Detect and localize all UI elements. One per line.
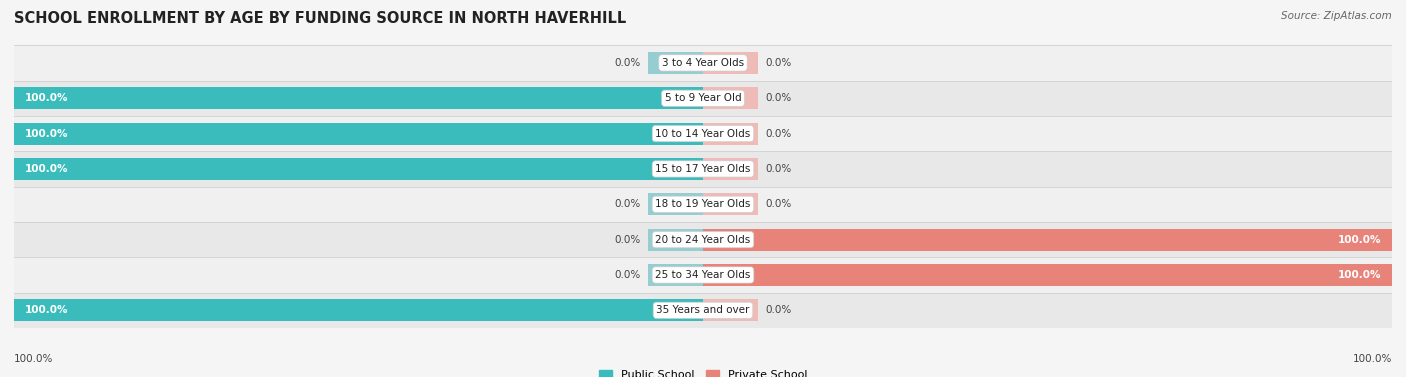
Text: 20 to 24 Year Olds: 20 to 24 Year Olds [655,234,751,245]
Bar [648,193,703,215]
Text: 0.0%: 0.0% [765,199,792,209]
Bar [703,87,758,109]
Bar [14,222,1392,257]
Bar [14,257,1392,293]
Bar [648,229,703,251]
Text: 3 to 4 Year Olds: 3 to 4 Year Olds [662,58,744,68]
Text: 5 to 9 Year Old: 5 to 9 Year Old [665,93,741,103]
Text: 15 to 17 Year Olds: 15 to 17 Year Olds [655,164,751,174]
Legend: Public School, Private School: Public School, Private School [595,365,811,377]
Bar [703,193,758,215]
Text: 0.0%: 0.0% [765,305,792,315]
Text: 18 to 19 Year Olds: 18 to 19 Year Olds [655,199,751,209]
Text: 100.0%: 100.0% [1339,270,1382,280]
Text: 100.0%: 100.0% [24,129,67,139]
Text: 35 Years and over: 35 Years and over [657,305,749,315]
Bar [648,52,703,74]
Text: 0.0%: 0.0% [614,234,641,245]
Bar [14,87,703,109]
Text: 100.0%: 100.0% [24,93,67,103]
Text: SCHOOL ENROLLMENT BY AGE BY FUNDING SOURCE IN NORTH HAVERHILL: SCHOOL ENROLLMENT BY AGE BY FUNDING SOUR… [14,11,626,26]
Bar [703,123,758,144]
Bar [14,187,1392,222]
Bar [703,158,758,180]
Bar [648,264,703,286]
Text: 10 to 14 Year Olds: 10 to 14 Year Olds [655,129,751,139]
Bar [14,81,1392,116]
Text: Source: ZipAtlas.com: Source: ZipAtlas.com [1281,11,1392,21]
Bar [703,299,758,321]
Bar [14,123,703,144]
Bar [14,158,703,180]
Text: 100.0%: 100.0% [14,354,53,365]
Text: 0.0%: 0.0% [765,93,792,103]
Text: 0.0%: 0.0% [614,270,641,280]
Bar [14,293,1392,328]
Text: 0.0%: 0.0% [614,199,641,209]
Bar [703,52,758,74]
Bar [703,264,1392,286]
Bar [14,299,703,321]
Bar [14,45,1392,81]
Bar [703,229,1392,251]
Text: 100.0%: 100.0% [24,164,67,174]
Bar [14,116,1392,151]
Text: 100.0%: 100.0% [1339,234,1382,245]
Text: 100.0%: 100.0% [24,305,67,315]
Text: 100.0%: 100.0% [1353,354,1392,365]
Bar [14,151,1392,187]
Text: 0.0%: 0.0% [765,129,792,139]
Text: 0.0%: 0.0% [765,164,792,174]
Text: 25 to 34 Year Olds: 25 to 34 Year Olds [655,270,751,280]
Text: 0.0%: 0.0% [614,58,641,68]
Text: 0.0%: 0.0% [765,58,792,68]
